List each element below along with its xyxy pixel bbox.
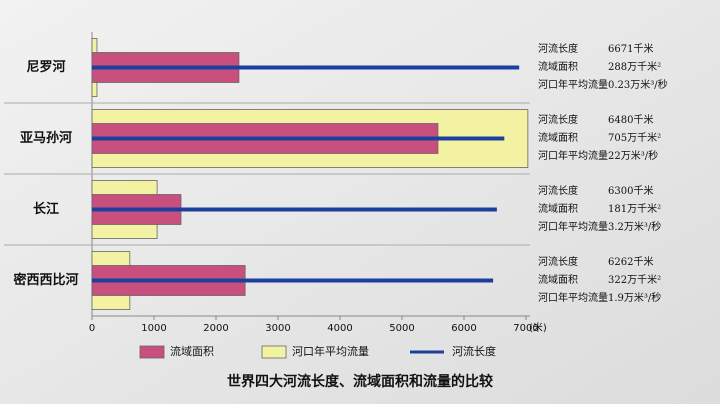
legend-swatch (261, 345, 287, 359)
annotation-label: 流域面积 (538, 273, 578, 286)
annotation-value: 22万米³/秒 (608, 149, 658, 162)
category-label: 亚马孙河 (20, 130, 72, 146)
x-tick-label: 4000 (327, 323, 352, 334)
annotation-value: 6300千米 (608, 184, 653, 197)
x-axis-unit: (米) (529, 321, 547, 334)
x-tick-label: 0 (89, 323, 95, 334)
x-tick-label: 5000 (389, 323, 414, 334)
annotation-value: 3.2万米³/秒 (608, 220, 661, 233)
annotation-label: 河口年平均流量 (538, 220, 608, 233)
annotation-label: 河口年平均流量 (538, 149, 608, 162)
annotation-label: 河流长度 (538, 184, 578, 197)
annotation-value: 6262千米 (608, 255, 653, 268)
category-label: 长江 (33, 201, 59, 217)
annotation-label: 河口年平均流量 (538, 291, 608, 304)
category-label: 尼罗河 (26, 59, 65, 75)
annotation-label: 河流长度 (538, 42, 578, 55)
annotation-value: 0.23万米³/秒 (608, 78, 668, 91)
chart-title: 世界四大河流长度、流域面积和流量的比较 (227, 373, 493, 390)
annotation-value: 181万千米² (608, 202, 661, 215)
annotation-label: 河口年平均流量 (538, 78, 608, 91)
annotation-value: 1.9万米³/秒 (608, 291, 661, 304)
annotation-label: 河流长度 (538, 113, 578, 126)
legend-label: 流域面积 (170, 344, 214, 358)
x-tick-label: 3000 (265, 323, 290, 334)
legend-label: 河流长度 (452, 344, 496, 358)
annotation-label: 河流长度 (538, 255, 578, 268)
annotation-label: 流域面积 (538, 131, 578, 144)
x-tick-label: 6000 (451, 323, 476, 334)
category-label: 密西西比河 (12, 272, 78, 288)
annotation-value: 322万千米² (608, 273, 661, 286)
annotation-value: 288万千米² (608, 60, 661, 73)
annotation-label: 流域面积 (538, 60, 578, 73)
x-tick-label: 7000 (513, 323, 538, 334)
annotation-value: 705万千米² (608, 131, 661, 144)
x-tick-label: 1000 (141, 323, 166, 334)
annotation-value: 6671千米 (608, 42, 653, 55)
legend-swatch (139, 345, 165, 359)
annotation-value: 6480千米 (608, 113, 653, 126)
legend-label: 河口年平均流量 (292, 344, 369, 358)
x-tick-label: 2000 (203, 323, 228, 334)
annotation-label: 流域面积 (538, 202, 578, 215)
